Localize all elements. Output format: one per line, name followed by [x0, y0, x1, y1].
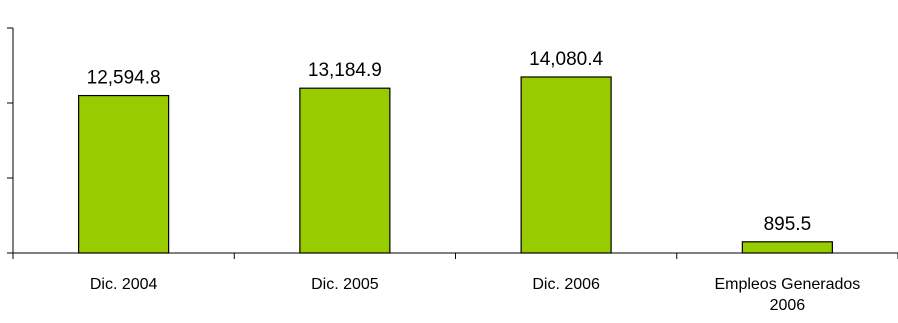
chart-bars [78, 76, 833, 254]
x-tick-label-4-line-2: 2006 [770, 297, 806, 314]
x-tick-label-4-line-1: Empleos Generados [714, 276, 860, 293]
data-label-3: 14,080.4 [529, 49, 603, 70]
data-label-2: 13,184.9 [308, 60, 382, 81]
bar-3 [520, 76, 612, 254]
chart-x-tick-labels: Dic. 2004 Dic. 2005 Dic. 2006 Empleos Gener… [90, 276, 860, 314]
x-tick-label-1: Dic. 2004 [90, 276, 158, 293]
chart-data-labels: 12,594.8 13,184.9 14,080.4 895.5 [87, 49, 812, 235]
bar-1 [78, 94, 170, 254]
x-tick-label-2: Dic. 2005 [311, 276, 379, 293]
data-label-1: 12,594.8 [87, 68, 161, 89]
x-tick-label-3: Dic. 2006 [532, 276, 600, 293]
data-label-4: 895.5 [764, 214, 812, 235]
bar-4 [741, 241, 833, 254]
bar-2 [299, 87, 391, 254]
